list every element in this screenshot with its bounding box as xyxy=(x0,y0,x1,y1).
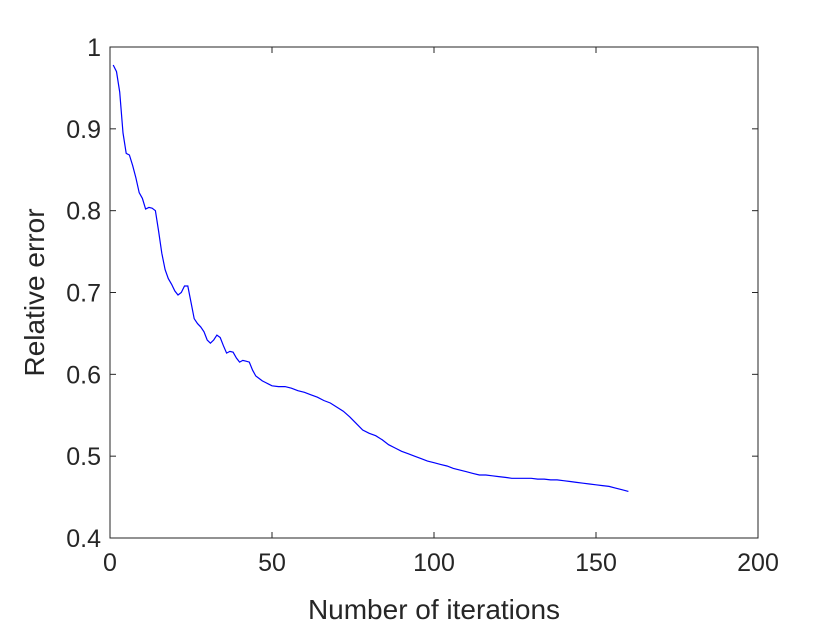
x-tick-label: 50 xyxy=(258,549,286,577)
y-tick-label: 0.8 xyxy=(66,198,101,226)
y-tick-label: 0.5 xyxy=(66,443,101,471)
y-axis-ticks: 0.4 0.5 0.6 0.7 0.8 0.9 1 xyxy=(66,34,758,553)
series-line xyxy=(112,64,629,492)
y-tick-label: 0.4 xyxy=(66,525,101,553)
y-tick-label: 1 xyxy=(87,34,101,62)
x-tick-label: 200 xyxy=(737,549,779,577)
x-axis-ticks: 0 50 100 150 200 xyxy=(103,47,779,577)
x-axis-label: Number of iterations xyxy=(308,594,560,625)
plot-area-frame xyxy=(109,46,759,539)
x-tick-label: 100 xyxy=(413,549,455,577)
y-tick-label: 0.9 xyxy=(66,116,101,144)
y-axis-label: Relative error xyxy=(19,208,50,376)
y-tick-label: 0.7 xyxy=(66,280,101,308)
x-tick-label: 150 xyxy=(575,549,617,577)
y-tick-label: 0.6 xyxy=(66,361,101,389)
x-tick-label: 0 xyxy=(103,549,117,577)
